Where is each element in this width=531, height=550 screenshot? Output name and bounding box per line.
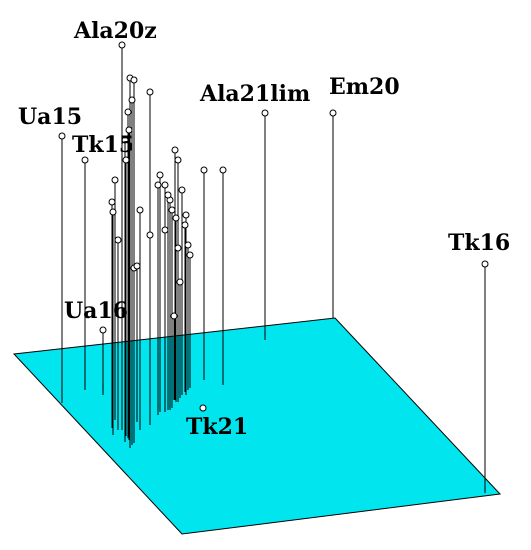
point-30-marker bbox=[200, 166, 208, 174]
point-26-marker bbox=[161, 226, 169, 234]
point-29-marker bbox=[170, 312, 178, 320]
point-20-marker bbox=[186, 251, 194, 259]
label-tk21: Tk21 bbox=[186, 414, 248, 440]
point-19-marker bbox=[184, 241, 192, 249]
point-5-marker bbox=[125, 126, 133, 134]
label-em20: Em20 bbox=[329, 74, 400, 100]
point-33-marker bbox=[136, 206, 144, 214]
point-27-marker bbox=[174, 244, 182, 252]
label-ua15: Ua15 bbox=[18, 104, 82, 130]
label-tk15: Tk15 bbox=[72, 132, 134, 158]
point-7-marker bbox=[122, 156, 130, 164]
markers-group bbox=[58, 41, 489, 412]
point-8-marker bbox=[111, 176, 119, 184]
point-28-marker bbox=[176, 278, 184, 286]
stems-group bbox=[61, 45, 486, 493]
point-32-marker bbox=[108, 198, 116, 206]
point-13-marker bbox=[174, 156, 182, 164]
point-6-marker bbox=[121, 136, 129, 144]
point-22-marker bbox=[109, 208, 117, 216]
point-em20-marker bbox=[329, 109, 337, 117]
label-ala20z: Ala20z bbox=[73, 18, 157, 44]
point-tk16-marker bbox=[481, 260, 489, 268]
label-tk16: Tk16 bbox=[448, 230, 510, 256]
point-35-marker bbox=[182, 211, 190, 219]
point-tk21-marker bbox=[199, 404, 207, 412]
base-plane bbox=[12, 317, 502, 535]
point-25-marker bbox=[133, 262, 141, 270]
point-ua16-marker bbox=[99, 326, 107, 334]
point-12-marker bbox=[171, 146, 179, 154]
point-ala20z-marker bbox=[118, 41, 126, 49]
point-34-marker bbox=[164, 191, 172, 199]
label-ala21lim: Ala21lim bbox=[199, 81, 310, 107]
point-18-marker bbox=[181, 221, 189, 229]
point-ua15-marker bbox=[58, 132, 66, 140]
point-11-marker bbox=[161, 181, 169, 189]
point-9-marker bbox=[156, 171, 164, 179]
point-10-marker bbox=[154, 181, 162, 189]
label-ua16: Ua16 bbox=[64, 298, 128, 324]
point-ala21lim-marker bbox=[261, 109, 269, 117]
point-4-marker bbox=[146, 88, 154, 96]
point-23-marker bbox=[114, 236, 122, 244]
point-16-marker bbox=[168, 206, 176, 214]
point-1-marker bbox=[130, 76, 138, 84]
point-31-marker bbox=[219, 166, 227, 174]
point-2-marker bbox=[128, 96, 136, 104]
point-3-marker bbox=[124, 108, 132, 116]
point-14-marker bbox=[178, 186, 186, 194]
point-tk15-marker bbox=[81, 156, 89, 164]
point-17-marker bbox=[172, 214, 180, 222]
point-21-marker bbox=[146, 231, 154, 239]
